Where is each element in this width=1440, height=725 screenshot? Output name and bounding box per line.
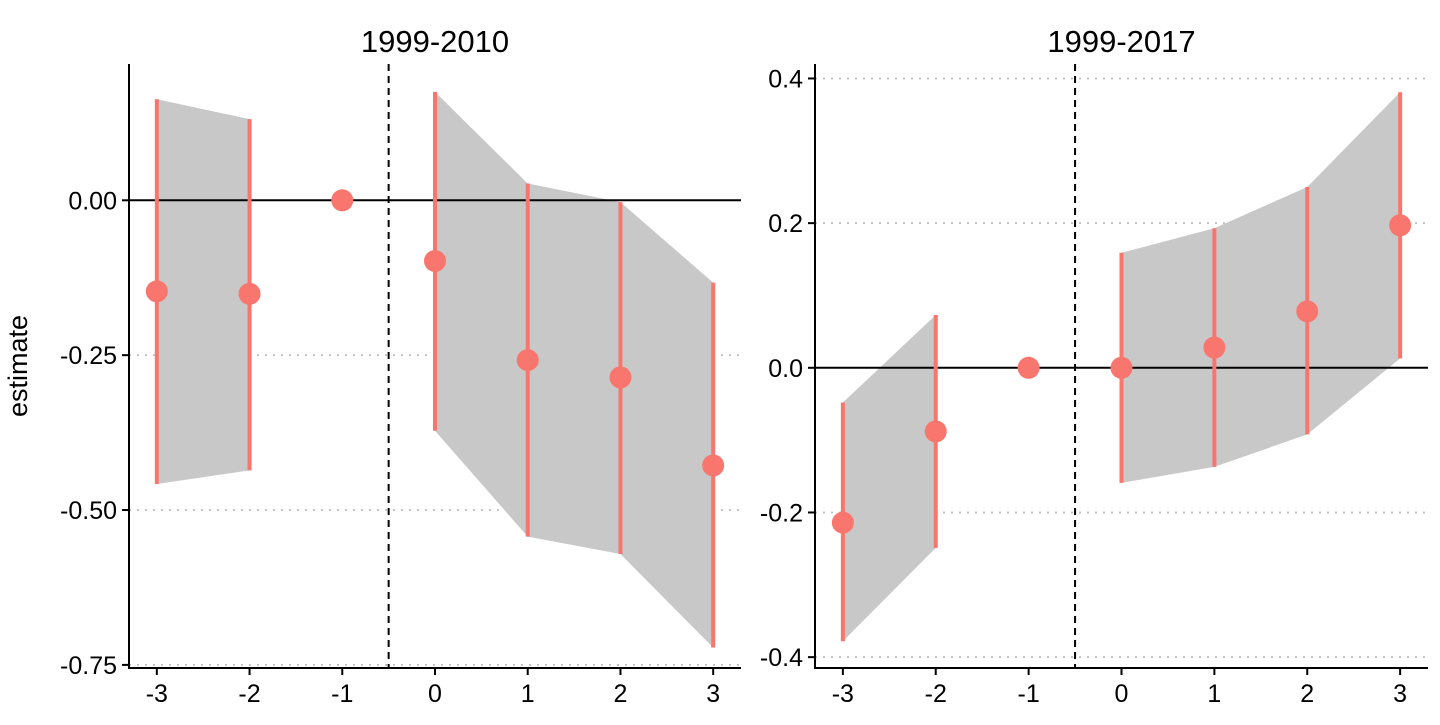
confidence-ribbon	[435, 91, 714, 648]
estimate-point	[1110, 356, 1133, 379]
y-tick-label: -0.75	[60, 652, 117, 680]
x-tick-label: 2	[1300, 680, 1314, 708]
x-tick-label: 0	[428, 680, 442, 708]
y-tick-label: 0.00	[68, 187, 117, 215]
x-tick-label: 3	[706, 680, 720, 708]
panel-title: 1999-2017	[1047, 24, 1195, 59]
panel-2: 1999-2017 0.4 0.2 0.0 -0.2 -0.4 -3 -2 -1 0 1 2 3	[760, 24, 1428, 708]
y-tick-label: -0.25	[60, 342, 117, 370]
panel-1: 1999-2010 0.00 -0.25 -0.50 -0.75 -3 -2 -1 0 1 2 3	[60, 24, 741, 708]
estimate-point	[609, 366, 632, 389]
estimate-point	[1203, 336, 1226, 359]
x-tick-label: 1	[1207, 680, 1221, 708]
confidence-ribbon	[842, 315, 936, 642]
x-tick-label: -3	[832, 680, 854, 708]
x-tick-label: 0	[1115, 680, 1129, 708]
x-tick-label: -3	[146, 680, 168, 708]
estimate-point	[516, 349, 539, 372]
confidence-ribbon	[1121, 92, 1401, 483]
panel-title: 1999-2010	[361, 24, 509, 59]
y-tick-label: 0.0	[768, 355, 803, 383]
estimate-point	[1017, 356, 1040, 379]
estimate-point	[331, 189, 354, 212]
x-tick-label: -2	[925, 680, 947, 708]
estimate-point	[145, 280, 168, 303]
confidence-ribbon	[156, 99, 250, 485]
x-tick-label: -1	[1018, 680, 1040, 708]
x-tick-label: 1	[521, 680, 535, 708]
y-axis-label: estimate	[3, 315, 33, 417]
x-tick-label: -2	[238, 680, 260, 708]
x-tick-label: 2	[614, 680, 628, 708]
y-tick-label: -0.2	[760, 499, 803, 527]
estimate-point	[1389, 214, 1412, 237]
y-tick-label: 0.2	[768, 210, 803, 238]
estimate-point	[702, 454, 725, 477]
estimate-point	[924, 420, 947, 443]
estimate-point	[831, 511, 854, 534]
estimate-point	[238, 282, 261, 305]
y-tick-label: 0.4	[768, 65, 803, 93]
x-tick-label: 3	[1393, 680, 1407, 708]
estimate-point	[1296, 300, 1319, 323]
x-tick-label: -1	[331, 680, 353, 708]
estimate-point	[424, 249, 446, 272]
y-tick-label: -0.50	[60, 497, 117, 525]
y-tick-label: -0.4	[760, 644, 803, 672]
